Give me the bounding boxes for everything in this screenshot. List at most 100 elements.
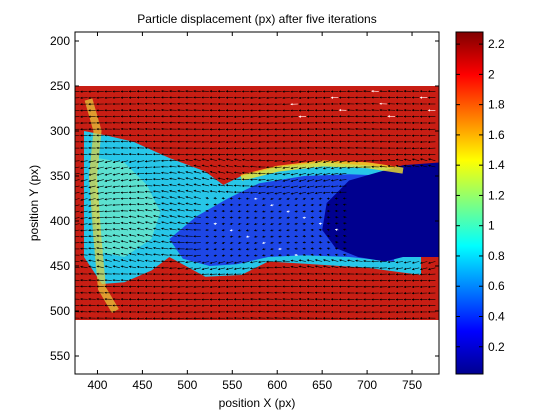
- vector-arrow: [262, 216, 266, 219]
- vector-arrow: [233, 164, 242, 168]
- vector-arrow: [161, 221, 169, 224]
- x-tick-label: 600: [267, 378, 287, 392]
- vector-arrow: [282, 185, 290, 189]
- vector-arrow: [75, 198, 80, 200]
- vector-arrow: [128, 252, 137, 256]
- vector-arrow: [355, 266, 363, 269]
- vector-arrow: [112, 246, 120, 250]
- vector-arrow: [225, 190, 234, 194]
- vector-arrow: [136, 227, 145, 231]
- vector-arrow: [225, 184, 234, 187]
- y-tick-label: 400: [50, 214, 70, 228]
- vector-arrow: [245, 222, 250, 226]
- vector-arrow: [193, 222, 201, 225]
- vector-arrow: [290, 259, 298, 262]
- y-tick-label: 300: [50, 124, 70, 138]
- vector-arrow: [302, 197, 307, 200]
- vector-arrow: [80, 210, 88, 214]
- vector-arrow: [88, 179, 96, 183]
- vector-arrow: [347, 265, 355, 269]
- vector-arrow: [153, 227, 161, 231]
- vector-arrow: [96, 185, 104, 189]
- vector-arrow: [209, 164, 218, 168]
- vector-arrow: [104, 252, 112, 256]
- vector-arrow: [229, 222, 234, 226]
- vector-arrow: [128, 215, 137, 218]
- vector-arrow: [290, 191, 298, 195]
- vector-arrow: [314, 173, 323, 176]
- vector-arrow: [144, 160, 153, 163]
- vector-arrow: [403, 267, 412, 271]
- vector-arrow: [144, 166, 153, 169]
- vector-arrow: [419, 158, 428, 161]
- vector-arrow: [258, 260, 266, 264]
- x-tick-label: 550: [222, 378, 242, 392]
- vector-arrow: [144, 259, 153, 262]
- vector-arrow: [306, 173, 315, 176]
- vector-arrow: [201, 177, 209, 180]
- vector-arrow: [229, 241, 234, 245]
- vector-arrow: [104, 198, 112, 201]
- vector-arrow: [274, 179, 282, 182]
- vector-arrow: [193, 177, 201, 180]
- vector-arrow: [330, 185, 339, 188]
- vector-arrow: [347, 160, 355, 163]
- vector-arrow: [169, 215, 177, 218]
- vector-arrow: [169, 202, 177, 206]
- vector-arrow: [120, 166, 129, 170]
- vector-arrow: [290, 185, 298, 189]
- vector-arrow: [185, 183, 193, 187]
- vector-arrow: [387, 260, 396, 264]
- vector-arrow: [209, 190, 218, 193]
- vector-arrow: [266, 185, 274, 188]
- vector-arrow: [104, 204, 112, 207]
- vector-arrow: [347, 259, 355, 262]
- colorbar-tick-label: 0.4: [488, 309, 505, 323]
- vector-arrow: [266, 179, 274, 182]
- colorbar-tick-label: 1: [488, 219, 495, 233]
- vector-arrow: [237, 241, 242, 245]
- vector-arrow: [177, 215, 185, 218]
- vector-arrow: [249, 261, 258, 264]
- vector-arrow: [96, 204, 104, 207]
- vector-arrow: [237, 229, 242, 232]
- vector-arrow: [104, 185, 112, 189]
- vector-arrow: [136, 209, 145, 212]
- vector-arrow: [136, 246, 145, 250]
- vector-arrow: [104, 166, 112, 170]
- vector-arrow: [75, 210, 80, 213]
- vector-arrow: [177, 171, 185, 174]
- vector-arrow: [282, 191, 290, 195]
- vector-arrow: [428, 267, 436, 271]
- vector-arrow: [330, 259, 339, 262]
- vector-arrow: [428, 261, 436, 264]
- x-tick-label: 700: [357, 378, 377, 392]
- vector-arrow: [185, 208, 193, 212]
- vector-arrow: [120, 246, 129, 250]
- vector-arrow: [75, 166, 80, 168]
- colorbar: [455, 31, 484, 375]
- vector-arrow: [201, 267, 209, 271]
- vector-arrow: [96, 259, 104, 262]
- field-shear-yellow-top: [240, 160, 404, 181]
- vector-arrow: [298, 173, 307, 176]
- vector-arrow: [241, 171, 250, 175]
- vector-arrow: [282, 259, 290, 263]
- vector-arrow: [152, 159, 161, 163]
- vector-arrow: [241, 267, 250, 270]
- vector-arrow: [112, 166, 120, 170]
- vector-arrow: [342, 241, 347, 244]
- vector-arrow: [419, 261, 428, 264]
- vector-arrow: [177, 234, 185, 237]
- vector-arrow: [185, 215, 193, 218]
- x-tick-label: 500: [177, 378, 197, 392]
- vector-arrow: [363, 259, 371, 263]
- vector-arrow: [274, 172, 282, 176]
- vector-arrow: [342, 234, 347, 238]
- vector-arrow: [278, 222, 282, 226]
- vector-arrow: [75, 160, 80, 162]
- vector-arrow: [96, 179, 104, 183]
- vector-arrow: [75, 191, 80, 194]
- vector-arrow: [395, 267, 404, 270]
